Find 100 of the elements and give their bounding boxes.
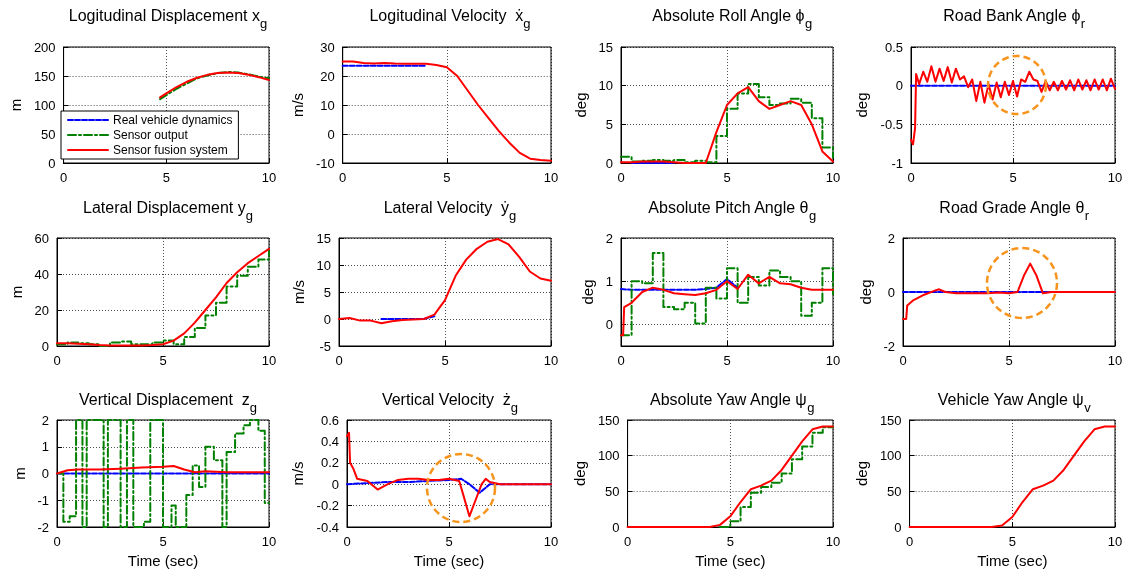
y-tick-label: 2 <box>41 412 49 428</box>
x-tick-label: 5 <box>159 534 167 549</box>
y-tick-label: 2 <box>887 230 895 246</box>
x-axis-title: Time (sec) <box>127 552 199 569</box>
x-tick-label: 0 <box>343 534 351 549</box>
x-tick-label: 10 <box>261 170 277 185</box>
x-tick-label: 0 <box>59 170 68 185</box>
x-tick-label: 10 <box>543 534 559 549</box>
x-axis-title: Time (sec) <box>695 552 766 569</box>
y-tick-label: -0.5 <box>880 116 903 132</box>
y-tick-label: 40 <box>34 266 49 282</box>
y-tick-label: 50 <box>605 483 620 499</box>
y-tick-label: 0 <box>41 466 49 481</box>
y-axis-title: deg <box>571 92 589 118</box>
x-tick-label: 5 <box>162 170 170 185</box>
y-axis-title: deg <box>856 279 874 305</box>
y-tick-label: 0 <box>48 155 56 171</box>
y-axis-title: deg <box>853 460 870 487</box>
y-tick-label: 0 <box>612 519 620 535</box>
x-tick-label: 10 <box>261 534 277 549</box>
y-tick-label: 150 <box>597 412 620 428</box>
x-tick-label: 5 <box>441 353 449 368</box>
y-tick-label: 0 <box>894 519 902 535</box>
y-tick-label: 1 <box>605 273 613 289</box>
y-axis-title: deg <box>853 92 870 118</box>
y-tick-label: 150 <box>879 412 902 428</box>
y-tick-label: 2 <box>605 230 613 246</box>
x-tick-label: 10 <box>825 534 841 549</box>
x-tick-label: 10 <box>825 170 841 185</box>
y-axis-title: deg <box>571 460 588 487</box>
y-tick-label: 0 <box>887 284 895 300</box>
y-tick-label: 0 <box>323 311 331 327</box>
y-tick-label: -1 <box>891 155 903 171</box>
line-series <box>346 431 552 518</box>
y-axis-title: m <box>10 467 28 480</box>
y-axis-title: m <box>7 285 25 299</box>
y-tick-label: 0 <box>605 316 613 332</box>
x-tick-label: 10 <box>1107 534 1123 549</box>
x-tick-label: 5 <box>159 353 167 368</box>
x-tick-label: 10 <box>1107 170 1123 185</box>
line-series <box>902 262 1116 320</box>
x-tick-label: 5 <box>723 170 731 185</box>
x-axis-title: Time (sec) <box>977 552 1048 569</box>
line-series <box>620 273 834 337</box>
x-tick-label: 5 <box>1009 170 1017 185</box>
y-axis-title: m/s <box>289 92 306 118</box>
y-tick-label: -2 <box>883 338 895 354</box>
y-tick-label: -10 <box>315 155 335 171</box>
y-tick-label: 10 <box>598 78 613 94</box>
y-tick-label: 20 <box>320 68 335 84</box>
y-tick-label: 20 <box>34 302 49 318</box>
x-tick-label: 5 <box>445 534 453 549</box>
y-tick-label: 50 <box>41 126 56 142</box>
legend-label: Sensor fusion system <box>113 143 228 157</box>
y-tick-label: 0 <box>41 338 49 354</box>
y-tick-label: 0 <box>895 78 903 94</box>
x-tick-label: 5 <box>726 534 734 549</box>
y-tick-label: 0 <box>327 126 335 142</box>
x-tick-label: 0 <box>907 170 915 185</box>
y-tick-label: -2 <box>37 519 49 535</box>
y-tick-label: 1 <box>41 439 49 455</box>
line-series <box>56 465 270 475</box>
x-tick-label: 0 <box>905 534 914 549</box>
x-tick-label: 5 <box>723 353 731 368</box>
y-tick-label: 10 <box>316 257 331 273</box>
y-axis-title: m <box>7 98 24 112</box>
legend-label: Real vehicle dynamics <box>113 113 233 127</box>
x-tick-label: 10 <box>543 353 559 368</box>
x-tick-label: 10 <box>1107 353 1123 368</box>
y-tick-label: 60 <box>34 230 49 246</box>
y-tick-label: 15 <box>316 230 331 246</box>
y-axis-title: deg <box>578 279 596 305</box>
y-tick-label: -0.2 <box>316 498 339 514</box>
y-tick-label: -5 <box>319 338 331 354</box>
x-tick-label: 10 <box>825 353 841 368</box>
y-tick-label: 200 <box>33 39 56 55</box>
x-tick-label: 5 <box>1005 353 1013 368</box>
x-axis-title: Time (sec) <box>413 552 485 569</box>
line-series <box>910 65 1116 146</box>
y-tick-label: 0 <box>331 476 339 492</box>
y-tick-label: 0 <box>605 155 613 171</box>
x-tick-label: 10 <box>543 170 559 185</box>
y-axis-title: m/s <box>289 279 307 305</box>
y-tick-label: 100 <box>33 97 56 113</box>
x-tick-label: 0 <box>623 534 632 549</box>
y-tick-label: 100 <box>879 448 902 464</box>
legend-label: Sensor output <box>113 128 189 142</box>
y-tick-label: -1 <box>37 492 49 508</box>
y-tick-label: 15 <box>598 39 613 55</box>
y-tick-label: 5 <box>605 116 613 132</box>
line-series <box>620 278 739 291</box>
y-tick-label: -0.4 <box>316 519 339 535</box>
x-tick-label: 10 <box>261 353 277 368</box>
y-tick-label: 0.2 <box>320 455 339 471</box>
y-tick-label: 5 <box>323 284 331 300</box>
y-tick-label: 100 <box>597 448 620 464</box>
y-axis-title: m/s <box>289 461 306 486</box>
y-tick-label: 0.4 <box>320 433 339 449</box>
x-tick-label: 5 <box>1008 534 1016 549</box>
y-tick-label: 30 <box>320 39 335 55</box>
